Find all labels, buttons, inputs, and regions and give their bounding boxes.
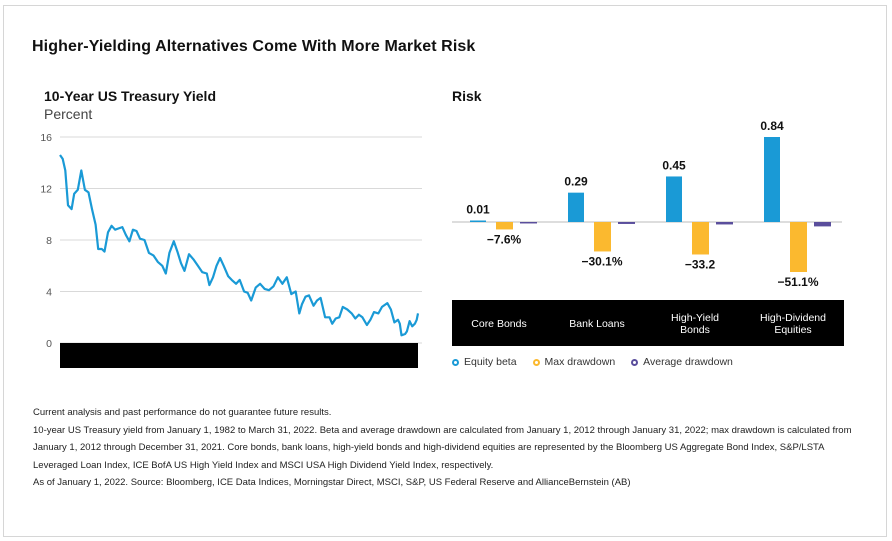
legend-item-equity-beta: Equity beta <box>452 356 517 368</box>
yield-chart-subtitle: Percent <box>44 106 93 122</box>
axis-band <box>60 343 418 368</box>
category-label: High-Dividend Equities <box>760 312 826 336</box>
legend-dot-icon <box>452 358 459 366</box>
legend-item-max-drawdown: Max drawdown <box>532 356 616 368</box>
bar-max-drawdown <box>692 222 709 255</box>
bar-value-label: 0.45 <box>662 158 686 172</box>
bar-value-label: −33.2 <box>685 257 716 271</box>
bar-max-drawdown <box>496 222 513 230</box>
legend-label: Max drawdown <box>544 356 616 368</box>
risk-chart-title: Risk <box>452 88 482 104</box>
risk-bar-chart: 0.01 −7.6% 0.29 −30.1% 0.45 −33.2 0.84 −51.1% Co… <box>452 119 844 346</box>
bar-equity-beta <box>764 137 780 222</box>
main-title: Higher-Yielding Alternatives Come With M… <box>32 38 476 55</box>
y-tick-label: 4 <box>46 287 52 299</box>
bar-value-label: −7.6% <box>487 232 522 246</box>
bar-value-label: −51.1% <box>777 275 818 289</box>
risk-legend: Equity beta Max drawdown Average drawdow… <box>452 356 733 368</box>
yield-chart-title: 10-Year US Treasury Yield <box>44 88 216 104</box>
bar-value-label: −30.1% <box>581 254 622 268</box>
category-label: Core Bonds <box>471 318 526 330</box>
legend-label: Average drawdown <box>643 356 733 368</box>
legend-label: Equity beta <box>464 356 517 368</box>
footnote-line: As of January 1, 2022. Source: Bloomberg… <box>33 477 631 488</box>
legend-item-average-drawdown: Average drawdown <box>631 356 733 368</box>
yield-series-line <box>59 154 420 337</box>
bar-equity-beta <box>568 192 584 222</box>
y-tick-label: 8 <box>46 235 52 247</box>
footnote-line: Current analysis and past performance do… <box>33 407 332 418</box>
bar-max-drawdown <box>594 222 611 252</box>
footnote-line: January 1, 2012 through December 31, 202… <box>33 442 825 453</box>
chart-frame <box>3 5 887 537</box>
category-label: High-Yield Bonds <box>671 312 719 336</box>
category-label: Bank Loans <box>569 318 624 330</box>
footnote-line: Leveraged Loan Index, ICE BofA US High Y… <box>33 459 494 471</box>
bar-equity-beta <box>666 176 682 222</box>
y-tick-label: 12 <box>40 184 52 196</box>
category-band <box>452 300 844 346</box>
y-tick-label: 16 <box>40 132 52 144</box>
legend-dot-icon <box>631 358 639 366</box>
footnote-line: 10-year US Treasury yield from January 1… <box>33 424 852 436</box>
bar-max-drawdown <box>790 222 807 272</box>
bar-equity-beta <box>470 220 486 222</box>
bar-value-label: 0.84 <box>760 119 784 133</box>
yield-line-chart: 0 4 8 12 16 <box>40 132 422 368</box>
bar-value-label: 0.01 <box>466 203 490 217</box>
bar-average-drawdown <box>618 222 635 224</box>
footnotes: Current analysis and past performance do… <box>33 404 859 492</box>
bar-value-label: 0.29 <box>564 175 588 189</box>
bar-average-drawdown <box>814 222 831 227</box>
legend-dot-icon <box>532 358 540 366</box>
bar-average-drawdown <box>716 222 733 225</box>
y-tick-label: 0 <box>46 338 52 350</box>
bar-average-drawdown <box>520 222 537 224</box>
